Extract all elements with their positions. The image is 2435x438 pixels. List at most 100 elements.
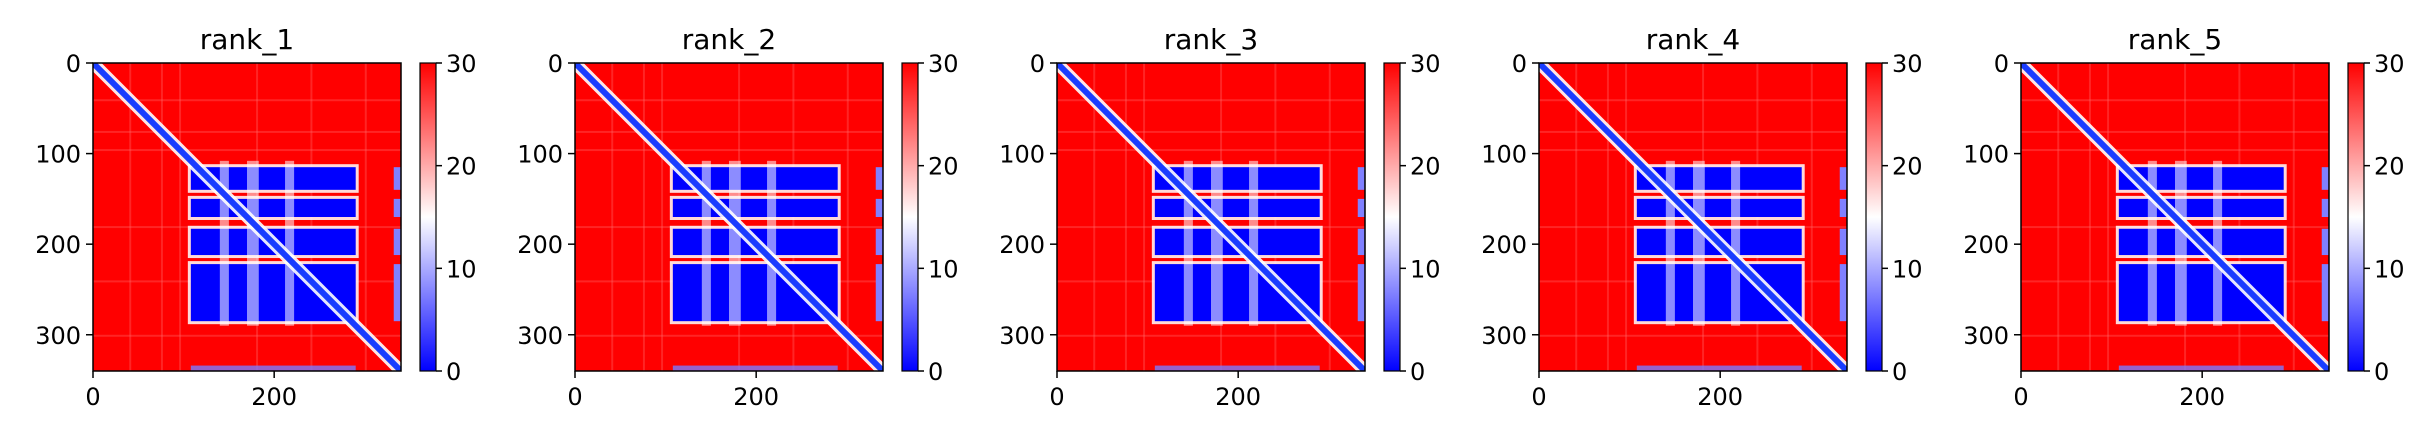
heatmap-streak xyxy=(1539,149,1847,152)
colorbar-frame xyxy=(2347,62,2365,372)
heatmap-streak xyxy=(1057,99,1365,102)
colorbar-tick-label: 0 xyxy=(446,358,461,386)
edge-fragment xyxy=(1357,264,1365,322)
heatmap-cells xyxy=(2021,63,2329,371)
heatmap-streak xyxy=(575,334,883,337)
panel-title: rank_5 xyxy=(2128,23,2222,56)
edge-fragment xyxy=(875,264,883,322)
panel-title: rank_2 xyxy=(682,23,776,56)
heatmap-streak xyxy=(1124,63,1127,371)
diagonal xyxy=(575,63,883,371)
colorbar-tick-label: 30 xyxy=(2374,50,2405,78)
y-tick-label: 200 xyxy=(35,231,81,259)
axes-frame xyxy=(1056,62,1366,372)
y-tick-label: 300 xyxy=(1963,322,2009,350)
heatmap-streak xyxy=(2292,63,2295,371)
heatmap-cells xyxy=(1539,63,1847,371)
colorbar-frame xyxy=(901,62,919,372)
colorbar xyxy=(902,63,918,371)
x-tick-label: 200 xyxy=(733,383,779,411)
heatmap-streak xyxy=(2057,63,2060,371)
block-gap xyxy=(2147,160,2157,326)
colorbar xyxy=(2348,63,2364,371)
colorbar-tick-label: 0 xyxy=(2374,358,2389,386)
edge-fragment xyxy=(2321,167,2329,190)
edge-fragment xyxy=(393,198,401,217)
heatmap-streak xyxy=(1625,63,1628,371)
block-gap xyxy=(1249,160,1259,326)
colorbar-tick-label: 0 xyxy=(1892,358,1907,386)
heatmap-streak xyxy=(2088,63,2091,371)
edge-fragment xyxy=(1357,198,1365,217)
bottom-strip xyxy=(1636,365,1802,371)
axes-frame xyxy=(1538,62,1848,372)
axes-frame xyxy=(574,62,884,372)
heatmap-streak xyxy=(2021,334,2329,337)
edge-fragment xyxy=(393,167,401,190)
colorbar-tick-label: 10 xyxy=(1892,255,1923,283)
x-tick-label: 0 xyxy=(85,383,100,411)
low-value-block xyxy=(1154,167,1320,190)
low-value-block xyxy=(190,167,356,190)
edge-fragment xyxy=(1839,264,1847,322)
heatmap-streak xyxy=(1057,334,1365,337)
edge-fragment xyxy=(393,228,401,256)
panel-title: rank_4 xyxy=(1646,23,1740,56)
y-tick-label: 0 xyxy=(1512,50,1527,78)
x-tick-label: 0 xyxy=(1531,383,1546,411)
heatmap-streak xyxy=(1328,63,1331,371)
panel-title: rank_1 xyxy=(200,23,294,56)
bottom-strip xyxy=(672,365,838,371)
heatmap-streak xyxy=(575,149,883,152)
edge-fragment xyxy=(393,264,401,322)
block-gap xyxy=(1665,160,1675,326)
edge-fragment xyxy=(2321,198,2329,217)
bottom-strip xyxy=(2118,365,2284,371)
block-gap xyxy=(2213,160,2223,326)
y-tick-label: 100 xyxy=(1481,141,1527,169)
colorbar-tick-label: 20 xyxy=(1410,153,1441,181)
heatmap-streak xyxy=(846,63,849,371)
heatmap-panel-4: rank_4 0 200 0 100 200 300 0 10 20 30 xyxy=(1481,23,1922,411)
edge-fragment xyxy=(875,198,883,217)
colorbar-tick-label: 20 xyxy=(2374,153,2405,181)
y-tick-label: 300 xyxy=(517,322,563,350)
edge-fragment xyxy=(1839,198,1847,217)
colorbar-tick-label: 20 xyxy=(446,153,477,181)
colorbar-tick-label: 30 xyxy=(928,50,959,78)
heatmap-streak xyxy=(364,63,367,371)
heatmap-panel-3: rank_3 0 200 0 100 200 300 0 10 20 30 xyxy=(999,23,1440,411)
diagonal xyxy=(2021,63,2329,371)
y-tick-label: 200 xyxy=(517,231,563,259)
heatmap-streak xyxy=(93,99,401,102)
heatmap-streak xyxy=(160,63,163,371)
heatmap-panel-2: rank_2 0 200 0 100 200 300 0 10 20 30 xyxy=(517,23,958,411)
x-tick-label: 200 xyxy=(1697,383,1743,411)
bottom-strip xyxy=(190,365,356,371)
panel-title: rank_3 xyxy=(1164,23,1258,56)
colorbar xyxy=(1866,63,1882,371)
diagonal xyxy=(93,63,401,371)
heatmap-streak xyxy=(179,63,182,371)
heatmap-streak xyxy=(2021,99,2329,102)
edge-fragment xyxy=(1839,167,1847,190)
heatmap-streak xyxy=(642,63,645,371)
heatmap-cells xyxy=(575,63,883,371)
axes-frame xyxy=(92,62,402,372)
edge-fragment xyxy=(875,167,883,190)
colorbar-tick-label: 30 xyxy=(1410,50,1441,78)
colorbar xyxy=(1384,63,1400,371)
y-tick-label: 0 xyxy=(548,50,563,78)
block-gap xyxy=(2175,160,2187,326)
diagonal xyxy=(1057,63,1365,371)
colorbar-tick-label: 10 xyxy=(928,255,959,283)
heatmap-streak xyxy=(1057,130,1365,133)
block-gap xyxy=(219,160,229,326)
colorbar-frame xyxy=(1383,62,1401,372)
y-tick-label: 100 xyxy=(35,141,81,169)
heatmap-streak xyxy=(93,130,401,133)
heatmap-streak xyxy=(2107,63,2110,371)
colorbar-tick-label: 20 xyxy=(1892,153,1923,181)
colorbar-tick-label: 0 xyxy=(928,358,943,386)
